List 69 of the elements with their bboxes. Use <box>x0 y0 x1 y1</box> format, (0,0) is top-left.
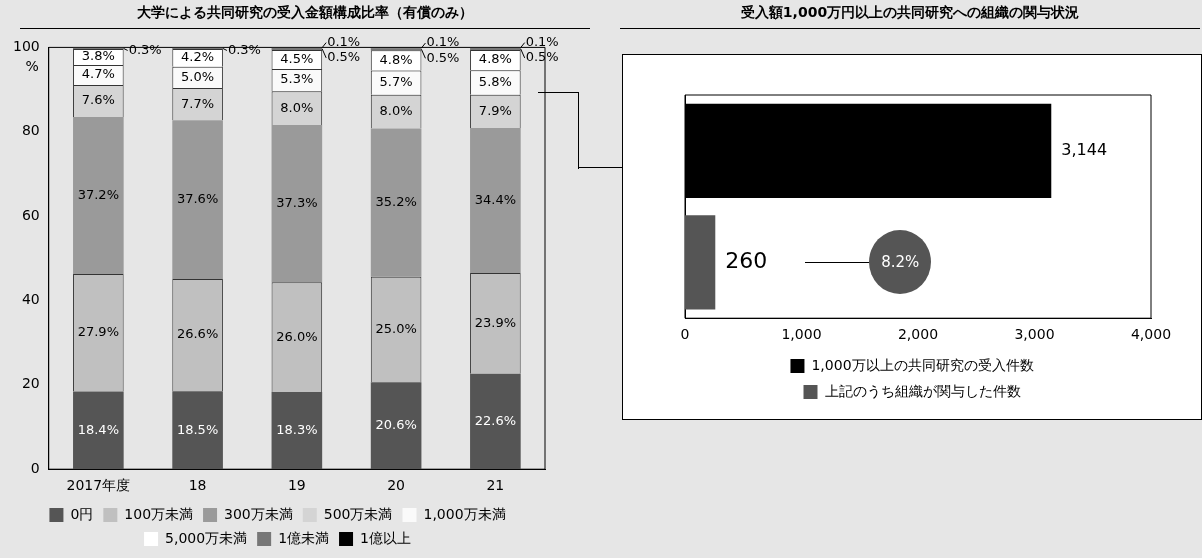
legend-label: 0円 <box>70 505 94 522</box>
legend-label: 1,000万以上の共同研究の受入件数 <box>811 356 1034 373</box>
data-label: 26.0% <box>276 328 318 344</box>
data-label: 7.9% <box>478 102 512 118</box>
data-label: 4.8% <box>379 51 413 67</box>
x-tick-label: 4,000 <box>1130 326 1172 343</box>
data-label: 18.3% <box>276 421 318 437</box>
data-label: 0.5% <box>327 49 361 65</box>
data-label: 4.8% <box>478 51 512 67</box>
data-label: 27.9% <box>77 324 120 340</box>
data-label: 5.8% <box>478 73 512 89</box>
data-label: 8.0% <box>280 99 314 115</box>
data-label: 20.6% <box>375 417 417 433</box>
y-tick-label: 80 <box>21 122 40 139</box>
data-label: 3,144 <box>1061 139 1108 159</box>
data-label: 5.3% <box>280 71 314 87</box>
legend-label: 1億未満 <box>278 529 330 546</box>
legend-label: 100万未満 <box>124 505 194 522</box>
data-label: 18.5% <box>176 421 219 437</box>
legend-label: 300万未満 <box>224 505 293 522</box>
data-label: 23.9% <box>474 314 517 330</box>
x-tick-label: 2017年度 <box>66 477 131 494</box>
annotation: 8.2% <box>869 230 932 295</box>
data-label: 25.0% <box>375 320 417 336</box>
x-tick-label: 1,000 <box>781 326 822 343</box>
chart-title: 大学による共同研究の受入金額構成比率（有償のみ） <box>20 4 590 29</box>
data-label: 0.1% <box>327 33 361 49</box>
data-label: 37.6% <box>176 191 219 207</box>
legend-label: 上記のうち組織が関与した件数 <box>824 382 1021 399</box>
data-label: 4.7% <box>81 66 115 82</box>
legend-label: 500万未満 <box>323 505 393 522</box>
data-label: 7.7% <box>181 95 215 111</box>
data-label: 22.6% <box>474 412 517 428</box>
data-label: 7.6% <box>81 92 115 108</box>
x-tick-label: 2,000 <box>897 326 939 343</box>
x-tick-label: 21 <box>486 477 505 494</box>
y-axis-title: % <box>25 58 39 75</box>
data-label: 4.2% <box>181 49 215 65</box>
data-label: 5.0% <box>181 68 215 84</box>
x-tick-label: 18 <box>188 477 207 494</box>
data-label: 4.5% <box>280 50 314 66</box>
data-label: 37.2% <box>77 186 120 202</box>
y-tick-label: 60 <box>21 206 40 223</box>
data-label: 3.8% <box>81 48 115 64</box>
legend-label: 5,000万未満 <box>165 529 248 546</box>
data-label: 0.5% <box>525 49 559 65</box>
y-tick-label: 40 <box>21 291 40 308</box>
y-tick-label: 0 <box>30 459 40 476</box>
x-tick-label: 0 <box>680 326 690 343</box>
data-label: 26.6% <box>176 326 219 342</box>
x-tick-label: 19 <box>287 477 306 494</box>
x-tick-label: 20 <box>387 477 406 494</box>
data-label: 0.1% <box>426 34 460 50</box>
x-tick-label: 3,000 <box>1014 326 1055 343</box>
data-label: 34.4% <box>474 191 517 207</box>
data-label: 0.1% <box>525 33 559 49</box>
legend-label: 1,000万未満 <box>423 505 506 522</box>
data-label: 37.3% <box>276 195 318 211</box>
y-tick-label: 100 <box>12 38 40 55</box>
chart-title: 受入額1,000万円以上の共同研究への組織の関与状況 <box>620 4 1200 29</box>
circle-badge: 8.2% <box>805 230 932 295</box>
legend-label: 1億以上 <box>360 529 411 546</box>
data-label: 18.4% <box>77 421 120 437</box>
data-label: 35.2% <box>375 194 417 209</box>
data-label: 260 <box>725 248 768 274</box>
y-tick-label: 20 <box>21 375 40 392</box>
data-label: 5.7% <box>379 74 413 89</box>
data-label: 0.5% <box>426 49 460 65</box>
data-label: 8.0% <box>379 102 413 118</box>
